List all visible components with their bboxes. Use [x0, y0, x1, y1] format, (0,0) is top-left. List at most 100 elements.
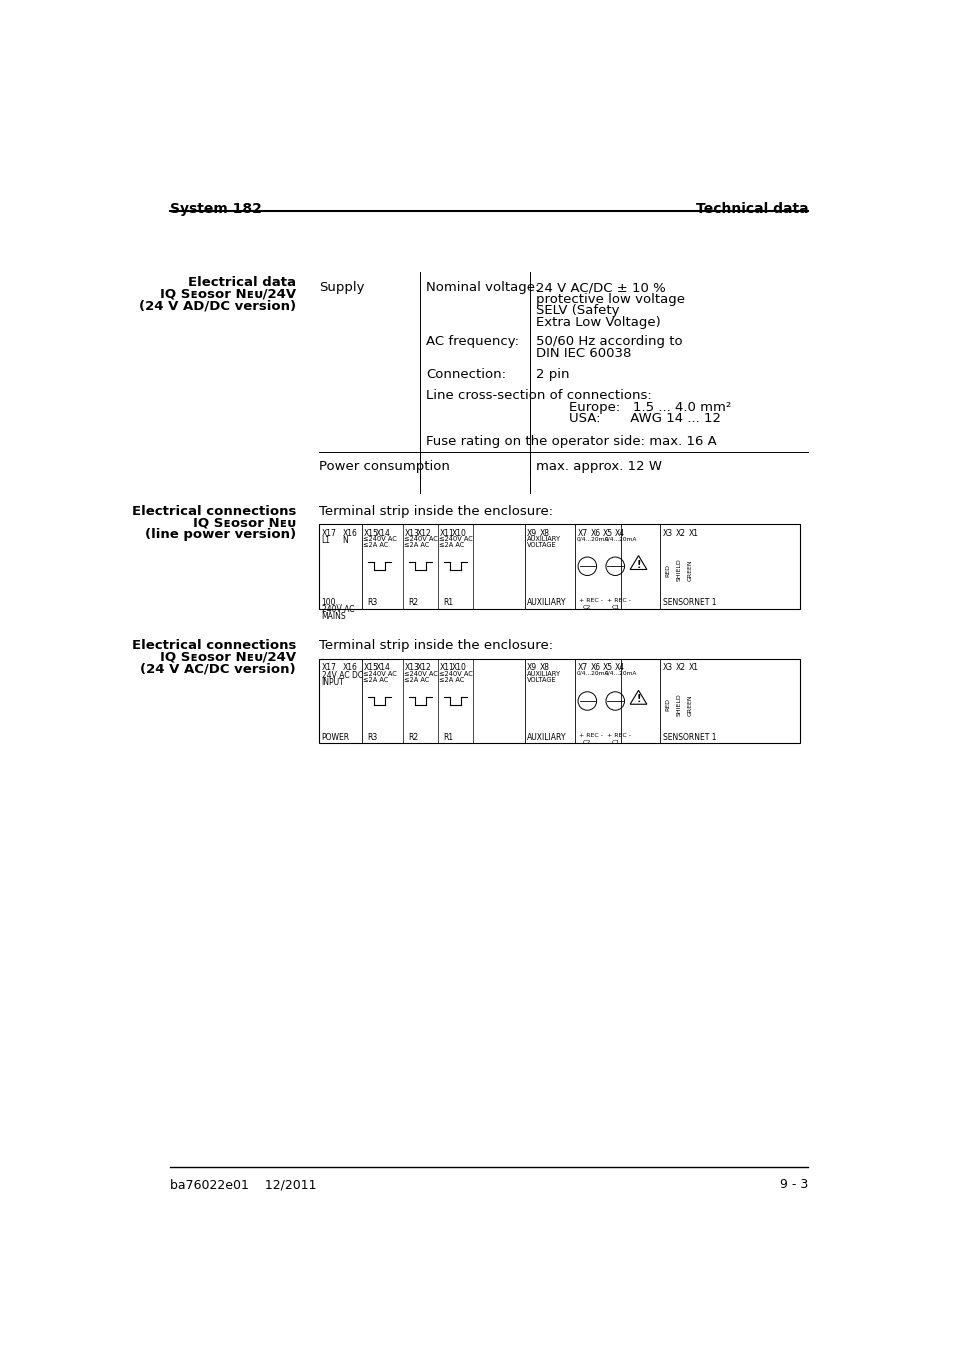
Text: USA:       AWG 14 ... 12: USA: AWG 14 ... 12: [568, 412, 720, 425]
Text: !: !: [636, 694, 640, 705]
Text: Connection:: Connection:: [426, 369, 506, 381]
Text: C1: C1: [611, 605, 619, 610]
Text: X8: X8: [539, 663, 550, 672]
Text: N: N: [342, 536, 348, 545]
Text: GREEN: GREEN: [686, 559, 692, 580]
Text: ≤240V AC: ≤240V AC: [439, 671, 473, 676]
Text: 0/4...20mA: 0/4...20mA: [604, 536, 636, 541]
Text: ≤240V AC: ≤240V AC: [439, 536, 473, 543]
Text: ≤240V AC: ≤240V AC: [363, 671, 396, 676]
Text: 100...: 100...: [321, 598, 343, 606]
Text: X17: X17: [321, 528, 336, 537]
Text: X5: X5: [602, 663, 613, 672]
Text: Power consumption: Power consumption: [319, 460, 450, 472]
Text: RED: RED: [665, 698, 670, 711]
Text: X9: X9: [526, 528, 537, 537]
Text: (24 V AC/DC version): (24 V AC/DC version): [140, 663, 295, 675]
Text: 0/4...20mA: 0/4...20mA: [604, 671, 636, 676]
Text: Terminal strip inside the enclosure:: Terminal strip inside the enclosure:: [319, 505, 553, 517]
Text: 50/60 Hz according to: 50/60 Hz according to: [536, 335, 682, 348]
Text: AUXILIARY: AUXILIARY: [526, 536, 560, 543]
Text: GREEN: GREEN: [686, 694, 692, 716]
Text: Nominal voltage:: Nominal voltage:: [426, 281, 539, 294]
Text: C2: C2: [582, 740, 591, 744]
Text: POWER: POWER: [321, 733, 350, 741]
Text: SENSORNET 1: SENSORNET 1: [661, 733, 716, 741]
Text: X9: X9: [526, 663, 537, 672]
Text: Technical data: Technical data: [695, 202, 807, 216]
Text: Electrical connections: Electrical connections: [132, 640, 295, 652]
Text: X1: X1: [688, 663, 699, 672]
Text: ≤2A AC: ≤2A AC: [404, 678, 430, 683]
Text: AUXILIARY: AUXILIARY: [526, 671, 560, 676]
Text: Europe:   1.5 ... 4.0 mm²: Europe: 1.5 ... 4.0 mm²: [568, 401, 730, 413]
Text: R2: R2: [408, 733, 418, 741]
Text: X4: X4: [615, 528, 625, 537]
Text: IQ Sᴇᴏsor Nᴇᴜ: IQ Sᴇᴏsor Nᴇᴜ: [193, 516, 295, 529]
Text: SHIELD: SHIELD: [676, 694, 680, 717]
Text: VOLTAGE: VOLTAGE: [526, 678, 556, 683]
Text: X17: X17: [321, 663, 336, 672]
Text: (24 V AD/DC version): (24 V AD/DC version): [139, 300, 295, 312]
Text: Electrical connections: Electrical connections: [132, 505, 295, 517]
Text: X11: X11: [439, 663, 455, 672]
Text: ≤2A AC: ≤2A AC: [439, 678, 464, 683]
Text: + REC -: + REC -: [578, 598, 602, 603]
Text: X10: X10: [452, 663, 466, 672]
Text: X3: X3: [661, 663, 672, 672]
Text: IQ Sᴇᴏsor Nᴇᴜ/24V: IQ Sᴇᴏsor Nᴇᴜ/24V: [160, 651, 295, 664]
Text: AC frequency:: AC frequency:: [426, 335, 518, 348]
Text: X13: X13: [405, 528, 419, 537]
Text: SELV (Safety: SELV (Safety: [536, 305, 619, 317]
Text: R1: R1: [443, 598, 454, 606]
Text: AUXILIARY: AUXILIARY: [526, 733, 566, 741]
Text: R3: R3: [367, 598, 377, 606]
Text: X6: X6: [590, 663, 600, 672]
Text: R3: R3: [367, 733, 377, 741]
Text: R1: R1: [443, 733, 454, 741]
Text: System 182: System 182: [170, 202, 261, 216]
Text: 2 pin: 2 pin: [536, 369, 569, 381]
Text: ≤2A AC: ≤2A AC: [439, 543, 464, 548]
Text: AUXILIARY: AUXILIARY: [526, 598, 566, 606]
Text: IQ Sᴇᴏsor Nᴇᴜ/24V: IQ Sᴇᴏsor Nᴇᴜ/24V: [160, 288, 295, 301]
Text: X7: X7: [577, 528, 587, 537]
Text: !: !: [636, 560, 640, 570]
Text: INPUT: INPUT: [321, 678, 344, 687]
Text: X12: X12: [416, 663, 431, 672]
Text: X5: X5: [602, 528, 613, 537]
Text: ≤2A AC: ≤2A AC: [363, 678, 388, 683]
Text: SHIELD: SHIELD: [676, 559, 680, 582]
Text: X11: X11: [439, 528, 455, 537]
Text: + REC -: + REC -: [578, 733, 602, 737]
Text: DIN IEC 60038: DIN IEC 60038: [536, 347, 631, 360]
Text: X7: X7: [577, 663, 587, 672]
Text: X1: X1: [688, 528, 699, 537]
Text: X14: X14: [375, 528, 390, 537]
Text: X3: X3: [661, 528, 672, 537]
Text: 0/4...20mA: 0/4...20mA: [576, 536, 608, 541]
Text: X2: X2: [675, 663, 685, 672]
Text: X6: X6: [590, 528, 600, 537]
Text: C1: C1: [611, 740, 619, 744]
Text: X13: X13: [405, 663, 419, 672]
Text: ≤2A AC: ≤2A AC: [363, 543, 388, 548]
Text: SENSORNET 1: SENSORNET 1: [661, 598, 716, 606]
Text: X15: X15: [364, 663, 378, 672]
Text: X10: X10: [452, 528, 466, 537]
Text: X14: X14: [375, 663, 390, 672]
Text: Supply: Supply: [319, 281, 364, 294]
Text: Line cross-section of connections:: Line cross-section of connections:: [426, 389, 651, 402]
Text: X2: X2: [675, 528, 685, 537]
Text: + REC -: + REC -: [607, 733, 631, 737]
Text: C2: C2: [582, 605, 591, 610]
Text: X15: X15: [364, 528, 378, 537]
Text: Terminal strip inside the enclosure:: Terminal strip inside the enclosure:: [319, 640, 553, 652]
Text: 24 V AC/DC ± 10 %: 24 V AC/DC ± 10 %: [536, 281, 665, 294]
Text: Electrical data: Electrical data: [188, 275, 295, 289]
Text: RED: RED: [665, 563, 670, 576]
Text: X16: X16: [342, 663, 357, 672]
Text: ≤240V AC: ≤240V AC: [404, 671, 437, 676]
Bar: [319, 659, 799, 744]
Text: X8: X8: [539, 528, 550, 537]
